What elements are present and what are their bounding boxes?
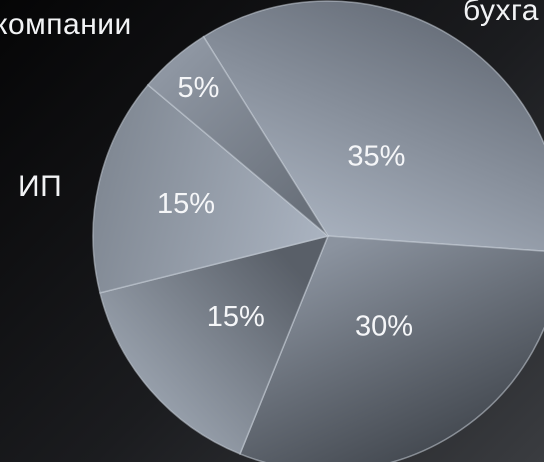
slice-label-0: 35% (347, 140, 405, 172)
label-ip: ИП (18, 170, 63, 203)
pie-slice-35-0 (202, 0, 544, 252)
pie-slice-30-1 (239, 235, 544, 462)
slice-label-1: 30% (355, 311, 413, 343)
label-top-left-clipped: компании (0, 8, 132, 41)
slice-label-4: 5% (178, 72, 220, 104)
pie-slice-15-3 (92, 83, 330, 294)
slice-label-2: 15% (207, 301, 265, 333)
slice-label-3: 15% (157, 188, 215, 220)
pie-slice-15-2 (99, 234, 330, 455)
label-top-right-clipped: бухга (463, 0, 539, 27)
pie-slice-5-4 (146, 35, 329, 237)
